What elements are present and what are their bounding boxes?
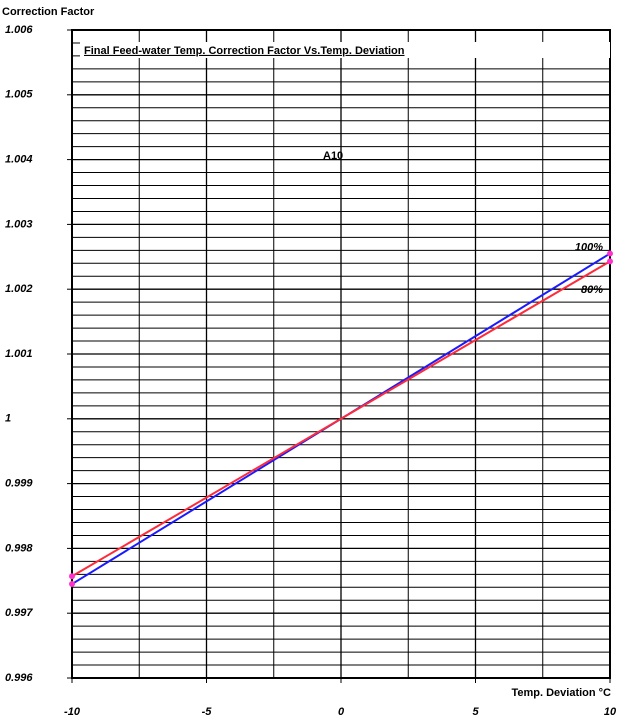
chart-title: Final Feed-water Temp. Correction Factor… bbox=[84, 45, 405, 57]
chart: Correction Factor Temp. Deviation °C 0.9… bbox=[0, 0, 622, 721]
x-tick-label: 5 bbox=[472, 706, 479, 718]
y-tick-label: 1.004 bbox=[5, 154, 33, 166]
annotation: A10 bbox=[323, 150, 343, 162]
series-label: 80% bbox=[581, 284, 603, 296]
y-tick-label: 1.005 bbox=[5, 89, 33, 101]
series-label: 100% bbox=[575, 241, 603, 253]
point bbox=[69, 581, 75, 587]
x-tick-label: 0 bbox=[338, 706, 345, 718]
y-tick-label: 1.006 bbox=[5, 24, 33, 36]
x-tick-label: -5 bbox=[202, 706, 213, 718]
point bbox=[607, 251, 613, 257]
y-tick-label: 1.002 bbox=[5, 283, 33, 295]
y-tick-label: 1.003 bbox=[5, 218, 33, 230]
point bbox=[607, 258, 613, 264]
y-tick-label: 0.999 bbox=[5, 478, 33, 490]
y-tick-label: 0.996 bbox=[5, 672, 33, 684]
y-tick-label: 1 bbox=[5, 413, 11, 425]
y-tick-label: 0.997 bbox=[5, 607, 33, 619]
y-tick-label: 0.998 bbox=[5, 542, 33, 554]
y-axis-label: Correction Factor bbox=[2, 6, 95, 18]
x-tick-label: 10 bbox=[604, 706, 617, 718]
x-axis-label: Temp. Deviation °C bbox=[511, 687, 611, 699]
y-tick-label: 1.001 bbox=[5, 348, 33, 360]
x-tick-label: -10 bbox=[64, 706, 81, 718]
point bbox=[69, 573, 75, 579]
